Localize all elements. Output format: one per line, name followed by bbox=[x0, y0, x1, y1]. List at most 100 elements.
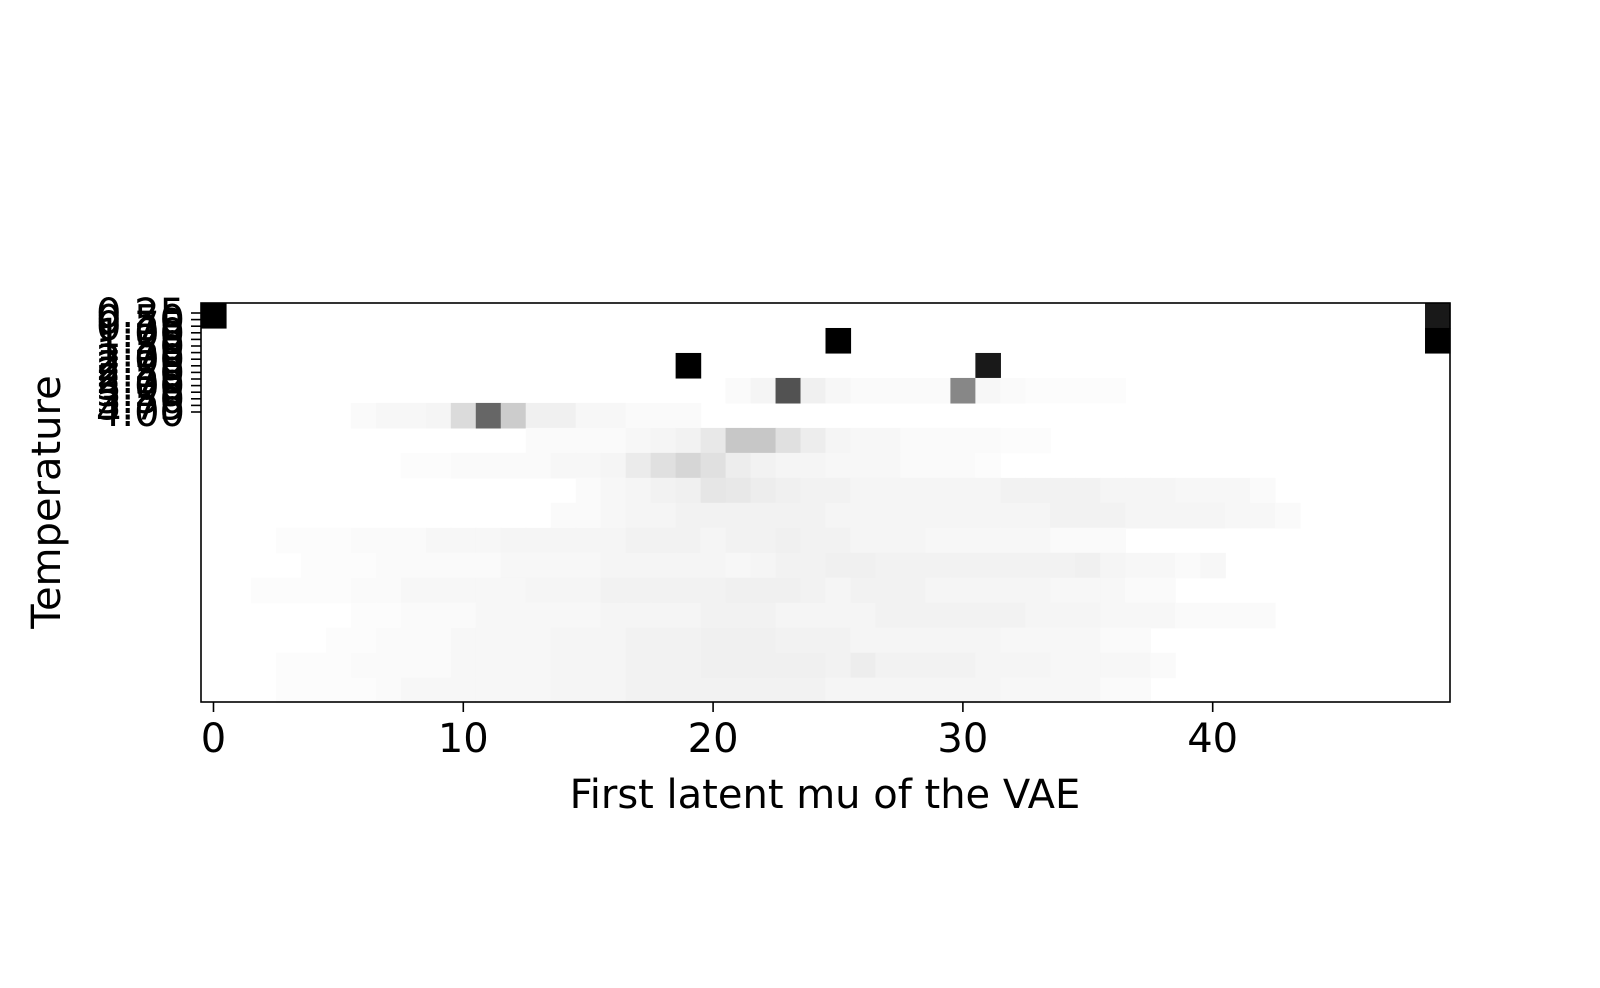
heatmap-cell bbox=[975, 477, 1001, 504]
heatmap-cell bbox=[525, 402, 552, 429]
heatmap-cell bbox=[875, 427, 902, 454]
heatmap-cell bbox=[1175, 502, 1201, 529]
heatmap-cell bbox=[725, 502, 752, 529]
heatmap-cell bbox=[675, 602, 702, 629]
heatmap-cell bbox=[825, 527, 852, 554]
heatmap-cell bbox=[925, 452, 951, 479]
heatmap-cell bbox=[525, 527, 552, 554]
heatmap-cell bbox=[475, 552, 502, 579]
heatmap-cell bbox=[1050, 652, 1076, 679]
heatmap-cell bbox=[575, 527, 602, 554]
heatmap-cell bbox=[525, 602, 552, 629]
heatmap-cell bbox=[475, 677, 502, 704]
x-axis-label: First latent mu of the VAE bbox=[570, 772, 1081, 818]
heatmap-cell bbox=[925, 652, 951, 679]
heatmap-cell bbox=[775, 552, 802, 579]
heatmap-cell bbox=[850, 652, 877, 679]
heatmap-cell bbox=[825, 652, 852, 679]
heatmap-cell bbox=[675, 402, 702, 429]
heatmap-cell bbox=[750, 552, 777, 579]
heatmap-cell bbox=[550, 602, 577, 629]
heatmap-cell bbox=[350, 652, 377, 679]
heatmap-cell bbox=[500, 577, 527, 604]
heatmap-cell bbox=[575, 602, 602, 629]
heatmap-cell bbox=[1125, 502, 1151, 529]
heatmap-cell bbox=[650, 452, 677, 479]
heatmap-cell bbox=[600, 427, 627, 454]
heatmap-cell bbox=[575, 427, 602, 454]
heatmap-cell bbox=[1075, 677, 1101, 704]
y-tick-label: 4.00 bbox=[96, 390, 185, 436]
heatmap-cell bbox=[750, 377, 777, 404]
heatmap-cell bbox=[1075, 527, 1101, 554]
heatmap-cell bbox=[825, 477, 852, 504]
heatmap-cell bbox=[525, 652, 552, 679]
heatmap-cell bbox=[500, 527, 527, 554]
heatmap-cell bbox=[950, 427, 976, 454]
heatmap-cell bbox=[1150, 477, 1176, 504]
heatmap-cell bbox=[975, 377, 1001, 404]
heatmap-cell bbox=[475, 627, 502, 654]
heatmap-cell bbox=[1025, 427, 1051, 454]
x-axis-ticks: 0 10 20 30 40 bbox=[201, 702, 1238, 762]
heatmap-cell bbox=[975, 652, 1001, 679]
heatmap-cell bbox=[600, 652, 627, 679]
heatmap-cell bbox=[575, 477, 602, 504]
heatmap-cell bbox=[325, 627, 352, 654]
heatmap-cell bbox=[750, 427, 777, 454]
heatmap-cell bbox=[1100, 677, 1126, 704]
heatmap-cell bbox=[775, 527, 802, 554]
heatmap-cell bbox=[850, 452, 877, 479]
heatmap-cell bbox=[375, 627, 402, 654]
heatmap-cell bbox=[600, 602, 627, 629]
heatmap-cell bbox=[275, 527, 302, 554]
heatmap-cell bbox=[375, 652, 402, 679]
heatmap-cell bbox=[1025, 502, 1051, 529]
heatmap-cell bbox=[575, 452, 602, 479]
heatmap-cell bbox=[1425, 303, 1451, 329]
heatmap-cell bbox=[825, 602, 852, 629]
heatmap-cell bbox=[800, 452, 827, 479]
heatmap-cell bbox=[350, 577, 377, 604]
heatmap-cell bbox=[675, 652, 702, 679]
y-tick-label: 2.50 bbox=[96, 350, 185, 396]
heatmap-cell bbox=[625, 452, 652, 479]
heatmap-cell bbox=[1075, 377, 1101, 404]
heatmap-cell bbox=[825, 327, 852, 354]
heatmap-cell bbox=[525, 677, 552, 704]
heatmap-cell bbox=[1150, 577, 1176, 604]
heatmap-cell bbox=[1250, 602, 1276, 629]
heatmap-cell bbox=[450, 677, 477, 704]
heatmap-cell bbox=[975, 552, 1001, 579]
heatmap-cell bbox=[1025, 477, 1051, 504]
heatmap-cell bbox=[650, 502, 677, 529]
heatmap-cell bbox=[875, 552, 902, 579]
heatmap-cell bbox=[600, 627, 627, 654]
heatmap-cell bbox=[875, 377, 902, 404]
heatmap-cell bbox=[425, 652, 452, 679]
heatmap-cell bbox=[1175, 552, 1201, 579]
heatmap-cell bbox=[1100, 377, 1126, 404]
heatmap-cell bbox=[375, 552, 402, 579]
heatmap-cell bbox=[900, 677, 927, 704]
heatmap-cell bbox=[975, 527, 1001, 554]
heatmap-cell bbox=[1000, 627, 1026, 654]
heatmap-cell bbox=[350, 552, 377, 579]
heatmap-cell bbox=[850, 677, 877, 704]
heatmap-cell bbox=[1050, 577, 1076, 604]
y-tick-label: 2.00 bbox=[96, 337, 185, 383]
heatmap-cell bbox=[800, 577, 827, 604]
heatmap-cell bbox=[350, 677, 377, 704]
heatmap-cell bbox=[600, 677, 627, 704]
heatmap-cell bbox=[350, 527, 377, 554]
heatmap-cell bbox=[675, 577, 702, 604]
heatmap-cell bbox=[950, 527, 976, 554]
heatmap-cell bbox=[550, 527, 577, 554]
heatmap-cell bbox=[1225, 502, 1251, 529]
heatmap-cell bbox=[1025, 677, 1051, 704]
heatmap-cell bbox=[600, 577, 627, 604]
heatmap-cell bbox=[800, 652, 827, 679]
heatmap-cell bbox=[1225, 602, 1251, 629]
heatmap-cell bbox=[650, 527, 677, 554]
heatmap-cell bbox=[550, 677, 577, 704]
